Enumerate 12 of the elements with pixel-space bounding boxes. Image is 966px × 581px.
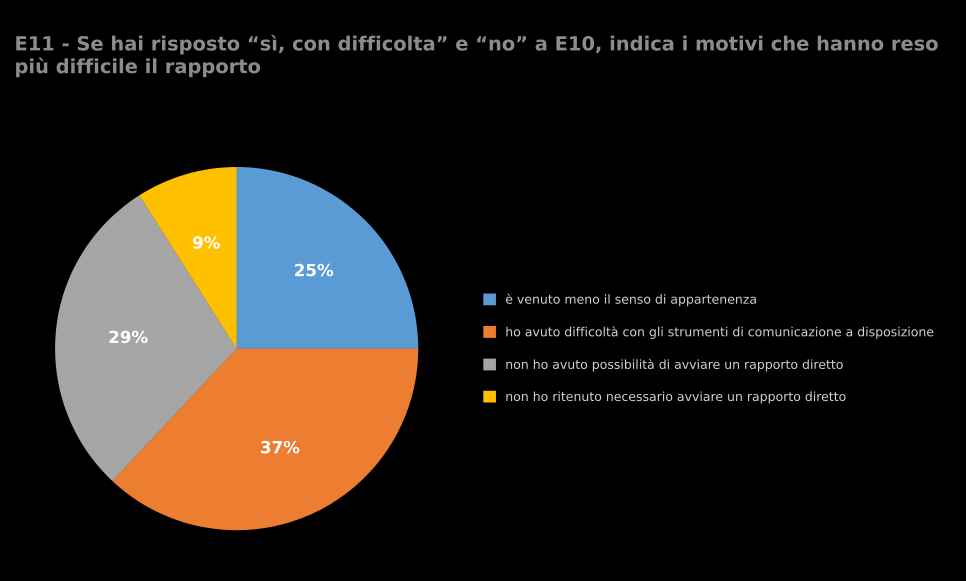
data-label: 37% xyxy=(261,440,300,454)
data-label: 9% xyxy=(192,236,220,249)
chart-title: E11 - Se hai risposto “sì, con difficolta” e “no” a E10, indica i motivi che hanno reso più difficile il rapporto xyxy=(16,34,938,78)
legend-label: non ho avuto possibilità di avviare un rapporto diretto xyxy=(506,358,843,372)
legend-label: è venuto meno il senso di appartenenza xyxy=(506,294,756,306)
data-label: 25% xyxy=(295,264,334,276)
data-label: 29% xyxy=(110,330,148,344)
pie-slice xyxy=(55,195,237,481)
legend-label: ho avuto difficoltà con gli strumenti di comunicazione a disposizione xyxy=(506,326,934,339)
pie-slice xyxy=(112,348,418,530)
pie-slice xyxy=(236,166,418,349)
legend-label: non ho ritenuto necessario avviare un rapporto diretto xyxy=(506,391,846,404)
